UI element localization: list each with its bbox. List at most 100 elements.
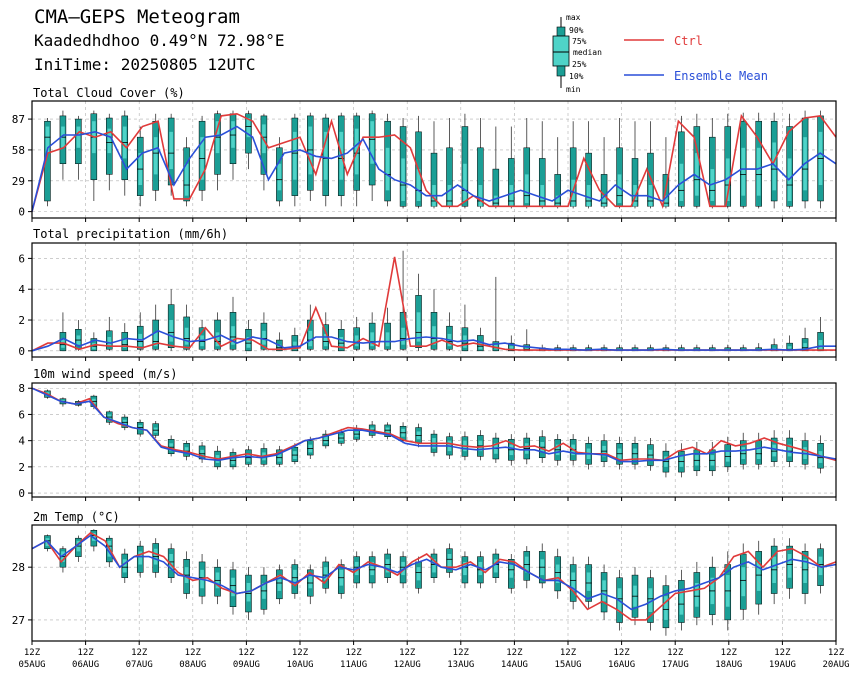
box-iqr bbox=[277, 344, 282, 350]
box-iqr bbox=[308, 126, 313, 175]
box-iqr bbox=[478, 185, 483, 207]
box-iqr bbox=[262, 330, 266, 345]
box-iqr bbox=[184, 327, 189, 345]
box-iqr bbox=[323, 333, 328, 347]
box-iqr bbox=[555, 195, 560, 207]
legend-mean-label: Ensemble Mean bbox=[674, 69, 768, 83]
box-iqr bbox=[231, 577, 235, 597]
box-iqr bbox=[293, 131, 297, 180]
box-iqr bbox=[200, 449, 204, 457]
x-tick-hour: 12Z bbox=[667, 648, 684, 658]
x-tick-hour: 12Z bbox=[560, 648, 577, 658]
box-iqr bbox=[323, 131, 328, 180]
x-tick-hour: 12Z bbox=[24, 648, 41, 658]
box-iqr bbox=[494, 195, 498, 207]
box-iqr bbox=[772, 142, 776, 191]
x-tick-date: 10AUG bbox=[286, 660, 313, 670]
box-iqr bbox=[370, 121, 374, 164]
box-iqr bbox=[416, 312, 421, 342]
y-tick-label: 0 bbox=[18, 345, 25, 358]
panel-title: 10m wind speed (m/s) bbox=[33, 367, 178, 381]
panel-title: Total Cloud Cover (%) bbox=[33, 86, 185, 100]
box-iqr bbox=[401, 561, 405, 576]
box-iqr bbox=[277, 163, 282, 191]
x-tick-date: 13AUG bbox=[447, 660, 474, 670]
box-iqr bbox=[416, 567, 421, 581]
panel-2: 10m wind speed (m/s) 0 2 4 6 8 bbox=[18, 367, 837, 501]
box-iqr bbox=[818, 340, 823, 350]
box-iqr bbox=[803, 559, 807, 583]
box-iqr bbox=[215, 332, 220, 347]
panel-title: 2m Temp (°C) bbox=[33, 510, 120, 524]
y-tick-label: 58 bbox=[12, 144, 25, 157]
box-iqr bbox=[92, 532, 96, 541]
x-tick-hour: 12Z bbox=[506, 648, 523, 658]
y-tick-label: 8 bbox=[18, 382, 25, 395]
panel-frame bbox=[31, 524, 837, 642]
x-tick-date: 12AUG bbox=[394, 660, 421, 670]
box-iqr bbox=[308, 575, 313, 589]
legend-box-iqr bbox=[552, 35, 570, 67]
box-iqr bbox=[787, 346, 792, 351]
box-iqr bbox=[385, 147, 390, 191]
panel-0: Total Cloud Cover (%) 0 29 58 87 bbox=[12, 86, 837, 222]
box-iqr bbox=[756, 447, 761, 459]
box-iqr bbox=[401, 158, 405, 201]
x-tick-hour: 12Z bbox=[721, 648, 738, 658]
box-iqr bbox=[494, 559, 498, 573]
box-iqr bbox=[169, 320, 173, 342]
x-tick-date: 15AUG bbox=[554, 660, 581, 670]
legend-label-p25: 25% bbox=[572, 60, 587, 69]
box-iqr bbox=[679, 590, 684, 615]
y-tick-label: 6 bbox=[18, 252, 25, 265]
box-iqr bbox=[231, 326, 235, 345]
box-iqr bbox=[602, 195, 606, 207]
box-iqr bbox=[741, 147, 746, 196]
box-iqr bbox=[787, 554, 792, 578]
box-iqr bbox=[122, 559, 127, 573]
box-iqr bbox=[323, 567, 328, 581]
x-tick-hour: 12Z bbox=[345, 648, 362, 658]
box-iqr bbox=[478, 341, 483, 350]
series-mean-line bbox=[31, 387, 837, 463]
y-tick-label: 4 bbox=[18, 283, 25, 296]
panel-frame bbox=[31, 100, 837, 219]
box-iqr bbox=[107, 128, 112, 154]
x-tick-hour: 12Z bbox=[774, 648, 791, 658]
x-tick-date: 20AUG bbox=[822, 660, 849, 670]
x-tick-date: 06AUG bbox=[72, 660, 99, 670]
station-label: Kaadedhdhoo 0.49°N 72.98°E bbox=[34, 31, 285, 50]
box-iqr bbox=[416, 169, 421, 201]
y-tick-label: 6 bbox=[18, 408, 25, 421]
x-tick-date: 07AUG bbox=[126, 660, 153, 670]
box-iqr bbox=[184, 447, 189, 454]
legend-box-upper bbox=[556, 26, 566, 37]
y-tick-label: 87 bbox=[12, 113, 25, 126]
box-outer bbox=[631, 158, 639, 207]
x-tick-hour: 12Z bbox=[185, 648, 202, 658]
box-iqr bbox=[385, 332, 390, 347]
box-iqr bbox=[555, 564, 560, 583]
panel-frame bbox=[31, 242, 837, 358]
y-tick-label: 27 bbox=[12, 614, 25, 627]
box-iqr bbox=[246, 118, 251, 138]
x-tick-date: 08AUG bbox=[179, 660, 206, 670]
series-ctrl-line bbox=[31, 531, 837, 621]
box-iqr bbox=[524, 174, 529, 204]
box-iqr bbox=[756, 147, 761, 196]
series-mean-line bbox=[31, 125, 837, 212]
box-iqr bbox=[246, 336, 251, 348]
box-iqr bbox=[354, 335, 359, 347]
box-iqr bbox=[138, 551, 143, 565]
legend-label-max: max bbox=[566, 13, 581, 22]
box-iqr bbox=[648, 588, 653, 612]
y-tick-label: 4 bbox=[18, 435, 25, 448]
box-iqr bbox=[648, 185, 653, 207]
box-iqr bbox=[231, 121, 235, 148]
box-iqr bbox=[107, 336, 112, 347]
box-iqr bbox=[308, 330, 313, 347]
box-iqr bbox=[184, 163, 189, 196]
x-tick-date: 11AUG bbox=[340, 660, 367, 670]
panel-frame bbox=[31, 382, 837, 498]
